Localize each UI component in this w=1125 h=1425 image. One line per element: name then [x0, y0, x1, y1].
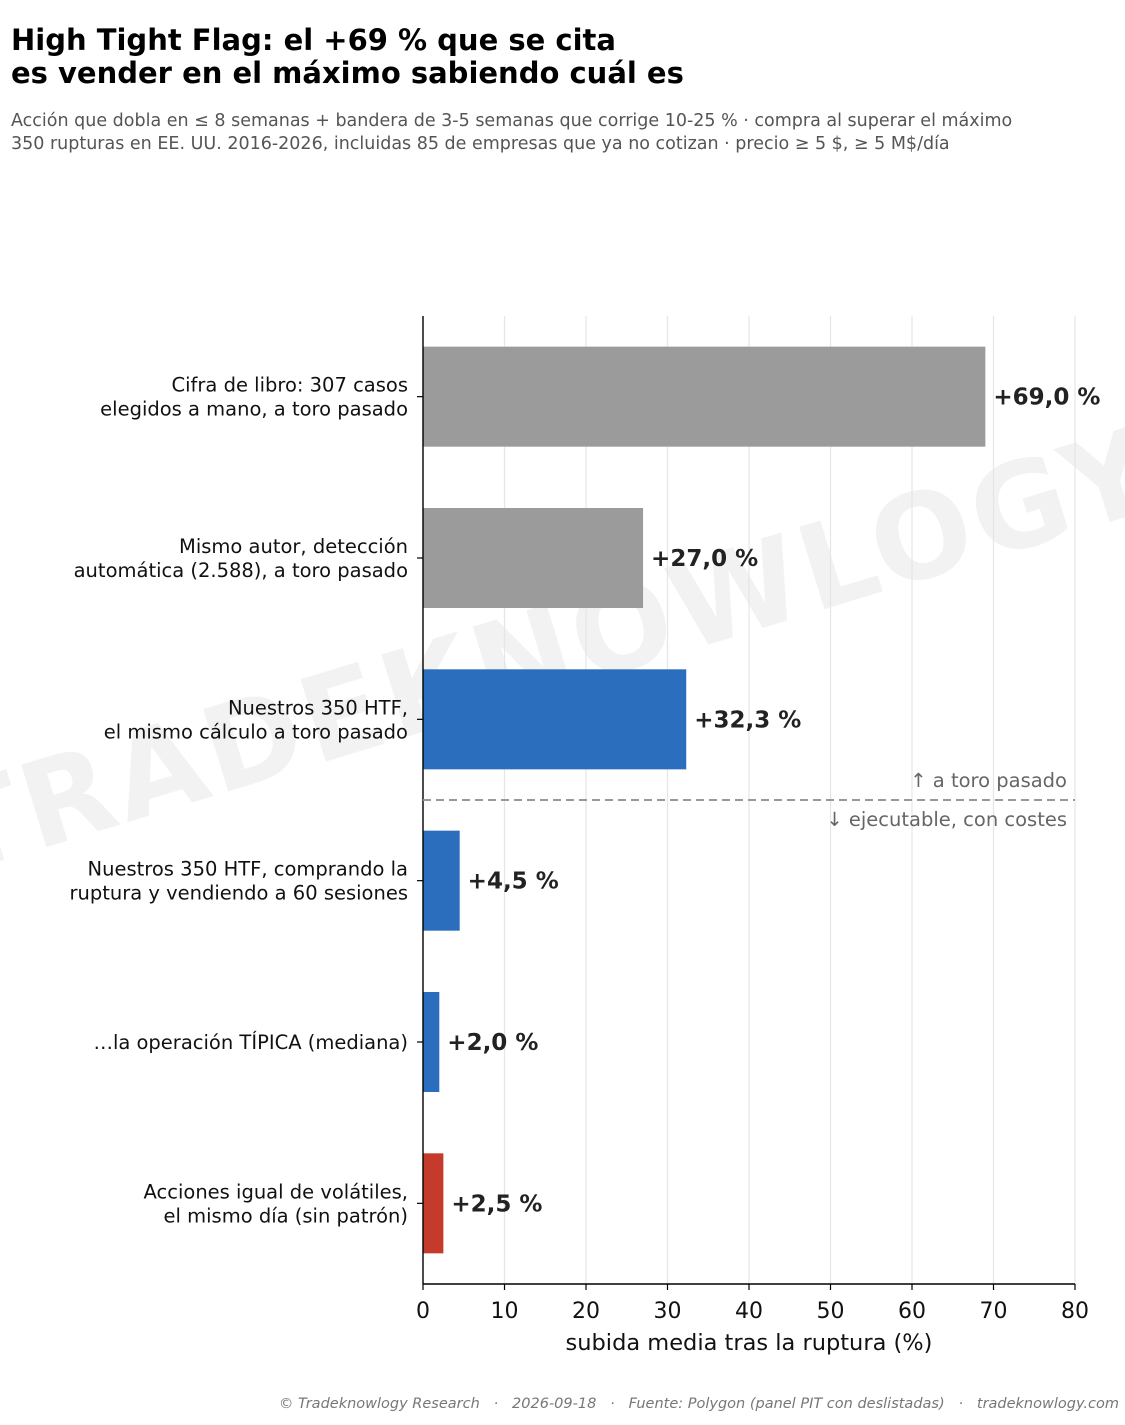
x-tick-label-40: 40 [735, 1299, 763, 1324]
value-label-3: +4,5 % [468, 869, 559, 895]
chart-title-line-1: High Tight Flag: el +69 % que se cita [11, 23, 616, 57]
category-label-4: …la operación TÍPICA (mediana) [93, 1031, 408, 1054]
chart-title: High Tight Flag: el +69 % que se cita es… [11, 24, 684, 90]
chart-subtitle-line-1: Acción que dobla en ≤ 8 semanas + bander… [11, 111, 1013, 131]
value-label-2: +32,3 % [694, 707, 801, 733]
axes: 0 10 20 30 40 50 60 70 80 subida media tras la ru… [416, 316, 1089, 1356]
category-label-2-line-0: Nuestros 350 HTF, [228, 696, 408, 719]
category-label-1: Mismo autor, detección automática (2.588)… [74, 535, 408, 582]
x-tick-label-60: 60 [898, 1299, 926, 1324]
x-axis-label: subida media tras la ruptura (%) [566, 1330, 933, 1356]
divider-below-label: ↓ ejecutable, con costes [826, 808, 1067, 831]
value-label-5: +2,5 % [451, 1191, 542, 1217]
chart-subtitle-line-2: 350 rupturas en EE. UU. 2016-2026, inclu… [11, 134, 950, 154]
bar-0 [423, 346, 986, 447]
category-label-1-line-1: automática (2.588), a toro pasado [74, 559, 408, 582]
bars [423, 346, 986, 1254]
x-tick-label-80: 80 [1061, 1299, 1089, 1324]
category-label-3-line-0: Nuestros 350 HTF, comprando la [88, 858, 408, 881]
x-tick-label-70: 70 [980, 1299, 1008, 1324]
footer-credits: © Tradeknowlogy Research · 2026-09-18 · … [278, 1396, 1119, 1412]
chart-title-line-2: es vender en el máximo sabiendo cuál es [11, 56, 684, 90]
category-label-0: Cifra de libro: 307 casos elegidos a mano… [100, 374, 408, 421]
category-label-2: Nuestros 350 HTF, el mismo cálculo a toro… [104, 696, 408, 743]
x-tick-label-50: 50 [817, 1299, 845, 1324]
x-tick-label-0: 0 [416, 1299, 430, 1324]
value-label-0: +69,0 % [993, 385, 1100, 411]
labels: Cifra de libro: 307 casos elegidos a mano… [69, 374, 1100, 1228]
category-label-0-line-1: elegidos a mano, a toro pasado [100, 398, 408, 421]
category-label-3-line-1: ruptura y vendiendo a 60 sesiones [69, 882, 408, 905]
divider-above-label: ↑ a toro pasado [910, 769, 1067, 792]
x-tick-label-30: 30 [654, 1299, 682, 1324]
category-label-3: Nuestros 350 HTF, comprando la ruptura y … [69, 858, 408, 905]
bar-5 [423, 1153, 444, 1254]
value-label-4: +2,0 % [447, 1030, 538, 1056]
category-label-2-line-1: el mismo cálculo a toro pasado [104, 720, 408, 743]
bar-4 [423, 991, 440, 1093]
category-label-5-line-0: Acciones igual de volátiles, [144, 1180, 408, 1203]
bar-1 [423, 507, 644, 609]
bar-3 [423, 830, 460, 931]
category-label-1-line-0: Mismo autor, detección [179, 535, 408, 558]
bar-2 [423, 669, 687, 770]
value-label-1: +27,0 % [651, 546, 758, 572]
category-label-4-line-0: …la operación TÍPICA (mediana) [93, 1031, 408, 1054]
category-label-5-line-1: el mismo día (sin patrón) [164, 1204, 408, 1227]
x-tick-label-20: 20 [572, 1299, 600, 1324]
x-tick-label-10: 10 [491, 1299, 519, 1324]
category-label-0-line-0: Cifra de libro: 307 casos [172, 374, 408, 397]
chart-subtitle: Acción que dobla en ≤ 8 semanas + bander… [11, 110, 1012, 156]
category-label-5: Acciones igual de volátiles, el mismo día… [144, 1180, 408, 1227]
